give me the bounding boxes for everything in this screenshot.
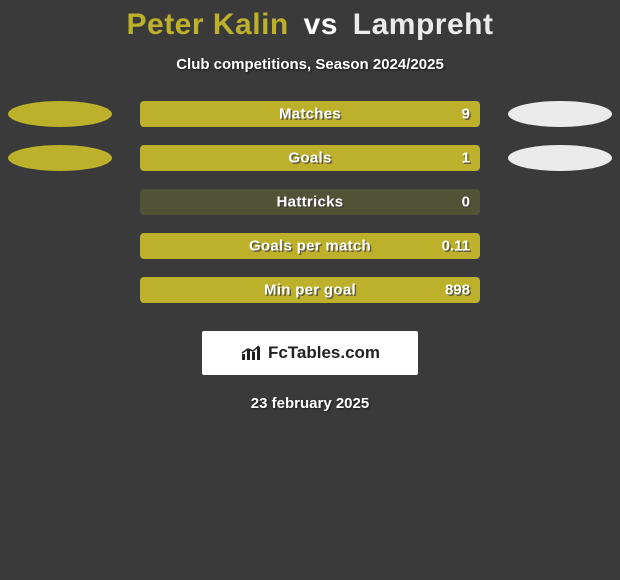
stat-label: Matches: [140, 106, 480, 123]
stat-bar: Goals1: [140, 145, 480, 171]
stats-list: Matches9Goals1Hattricks0Goals per match0…: [0, 101, 620, 303]
date-text: 23 february 2025: [0, 395, 620, 412]
player1-name: Peter Kalin: [127, 8, 289, 41]
player2-oval: [508, 101, 612, 127]
stat-row: Min per goal898: [0, 277, 620, 303]
player1-oval: [8, 145, 112, 171]
page-title: Peter Kalin vs Lampreht: [0, 8, 620, 42]
stat-row: Goals1: [0, 145, 620, 171]
brand-box: FcTables.com: [202, 331, 418, 375]
stat-value: 898: [445, 282, 470, 299]
stat-row: Hattricks0: [0, 189, 620, 215]
stat-value: 0: [462, 194, 470, 211]
stat-value: 1: [462, 150, 470, 167]
root: Peter Kalin vs Lampreht Club competition…: [0, 0, 620, 412]
player1-oval: [8, 101, 112, 127]
subtitle: Club competitions, Season 2024/2025: [0, 56, 620, 73]
stat-label: Goals: [140, 150, 480, 167]
player2-oval: [508, 145, 612, 171]
stat-value: 9: [462, 106, 470, 123]
stat-value: 0.11: [442, 238, 470, 255]
stat-bar: Hattricks0: [140, 189, 480, 215]
stat-bar: Min per goal898: [140, 277, 480, 303]
stat-label: Hattricks: [140, 194, 480, 211]
brand-text: FcTables.com: [268, 343, 380, 363]
stat-row: Goals per match0.11: [0, 233, 620, 259]
stat-bar: Goals per match0.11: [140, 233, 480, 259]
barchart-icon: [240, 344, 262, 362]
stat-label: Goals per match: [140, 238, 480, 255]
stat-row: Matches9: [0, 101, 620, 127]
vs-text: vs: [304, 8, 338, 41]
player2-name: Lampreht: [353, 8, 494, 41]
stat-label: Min per goal: [140, 282, 480, 299]
stat-bar: Matches9: [140, 101, 480, 127]
